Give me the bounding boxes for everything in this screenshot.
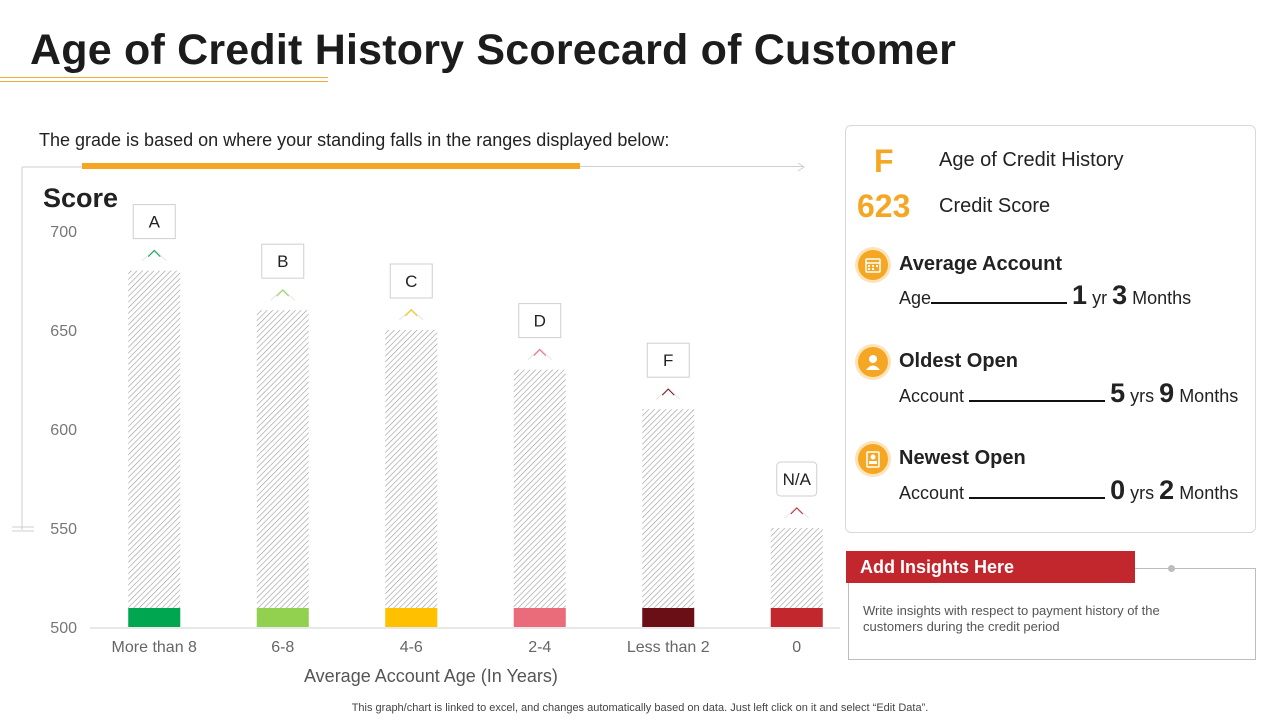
y-tick-label: 650 [50,323,77,340]
grade-marker [784,506,810,519]
x-tick-label: 6-8 [271,639,294,656]
grade-marker [790,507,804,515]
grade-value: F [874,143,894,179]
newest-open-years-unit: yrs [1130,483,1155,503]
bar [642,409,695,627]
title-underline [0,81,328,82]
y-tick-label: 550 [50,521,77,538]
oldest-open-prefix: Account [899,386,965,406]
chart-subtitle: The grade is based on where your standin… [39,130,670,150]
grade-box [518,303,562,339]
grade-label: Age of Credit History [939,149,1124,171]
insights-text[interactable]: Write insights with respect to payment h… [863,603,1160,634]
user-icon [858,347,888,377]
grade-label: F [663,351,673,370]
credit-score-value: 623 [857,188,911,224]
grade-label: A [149,213,161,232]
connector-dot [1168,565,1175,572]
title-underline [0,77,328,78]
avg-account-months: 3 [1112,280,1128,310]
y-tick-label: 700 [50,224,77,241]
oldest-open-years: 5 [1110,378,1126,408]
avg-account-age-line: Age 1 yr 3 Months [899,280,1191,311]
avg-account-months-unit: Months [1132,288,1192,308]
x-tick-label: 2-4 [528,639,551,656]
avg-account-heading: Average Account [899,253,1063,275]
bar [256,310,309,627]
avg-account-prefix: Age [899,288,932,308]
accent-bar [82,163,580,169]
summary-panel [845,125,1256,533]
grade-marker [655,387,681,400]
calendar-icon [858,250,888,280]
newest-open-prefix: Account [899,483,965,503]
avg-account-years-unit: yr [1092,288,1108,308]
page-title: Age of Credit History Scorecard of Custo… [30,26,957,74]
bar-color-band [513,608,566,627]
bar-color-band [385,608,438,627]
bar [385,330,438,627]
y-axis-label: Score [43,183,119,213]
grade-box [132,204,176,240]
oldest-open-years-unit: yrs [1130,386,1155,406]
footnote: This graph/chart is linked to excel, and… [351,702,929,714]
bar [513,369,566,627]
grade-label: B [277,252,288,271]
oldest-open-line: Account 5 yrs 9 Months [899,378,1238,409]
y-tick-label: 600 [50,422,77,439]
grade-marker [404,309,418,317]
bar-color-band [642,608,695,627]
grade-box [261,243,305,279]
oldest-open-months: 9 [1159,378,1175,408]
avg-account-years: 1 [1072,280,1088,310]
grade-marker [398,308,424,321]
grade-marker [276,289,290,297]
grade-label: D [534,312,546,331]
newest-open-months-unit: Months [1179,483,1239,503]
credit-score-label: Credit Score [939,195,1051,217]
grade-marker [527,347,553,360]
grade-marker [141,248,167,261]
newest-open-years: 0 [1110,475,1126,505]
user-card-icon [858,444,888,474]
newest-open-months: 2 [1159,475,1175,505]
oldest-open-months-unit: Months [1179,386,1239,406]
newest-open-line: Account 0 yrs 2 Months [899,475,1238,506]
x-tick-label: More than 8 [112,639,197,656]
grade-box [389,263,433,299]
x-axis-label: Average Account Age (In Years) [304,666,558,686]
grade-box [646,342,690,378]
bar-chart: 500 550 600 650 700 A B C D F N/A More than 8 6-8 4… [12,162,840,656]
grade-box [776,461,818,497]
grade-label: N/A [783,470,812,489]
grade-marker [661,388,675,396]
grade-label: C [405,272,417,291]
bar [128,270,181,627]
grade-marker [533,348,547,356]
grade-marker [147,249,161,257]
bar-color-band [770,608,823,627]
newest-open-heading: Newest Open [899,447,1026,469]
insights-header: Add Insights Here [846,551,1135,583]
bar-color-band [128,608,181,627]
oldest-open-heading: Oldest Open [899,350,1018,372]
x-tick-label: 4-6 [400,639,423,656]
bar-color-band [256,608,309,627]
x-tick-label: 0 [792,639,801,656]
arrow-tip [797,162,805,172]
x-tick-label: Less than 2 [627,639,710,656]
grade-marker [270,288,296,301]
y-tick-label: 500 [50,620,77,637]
